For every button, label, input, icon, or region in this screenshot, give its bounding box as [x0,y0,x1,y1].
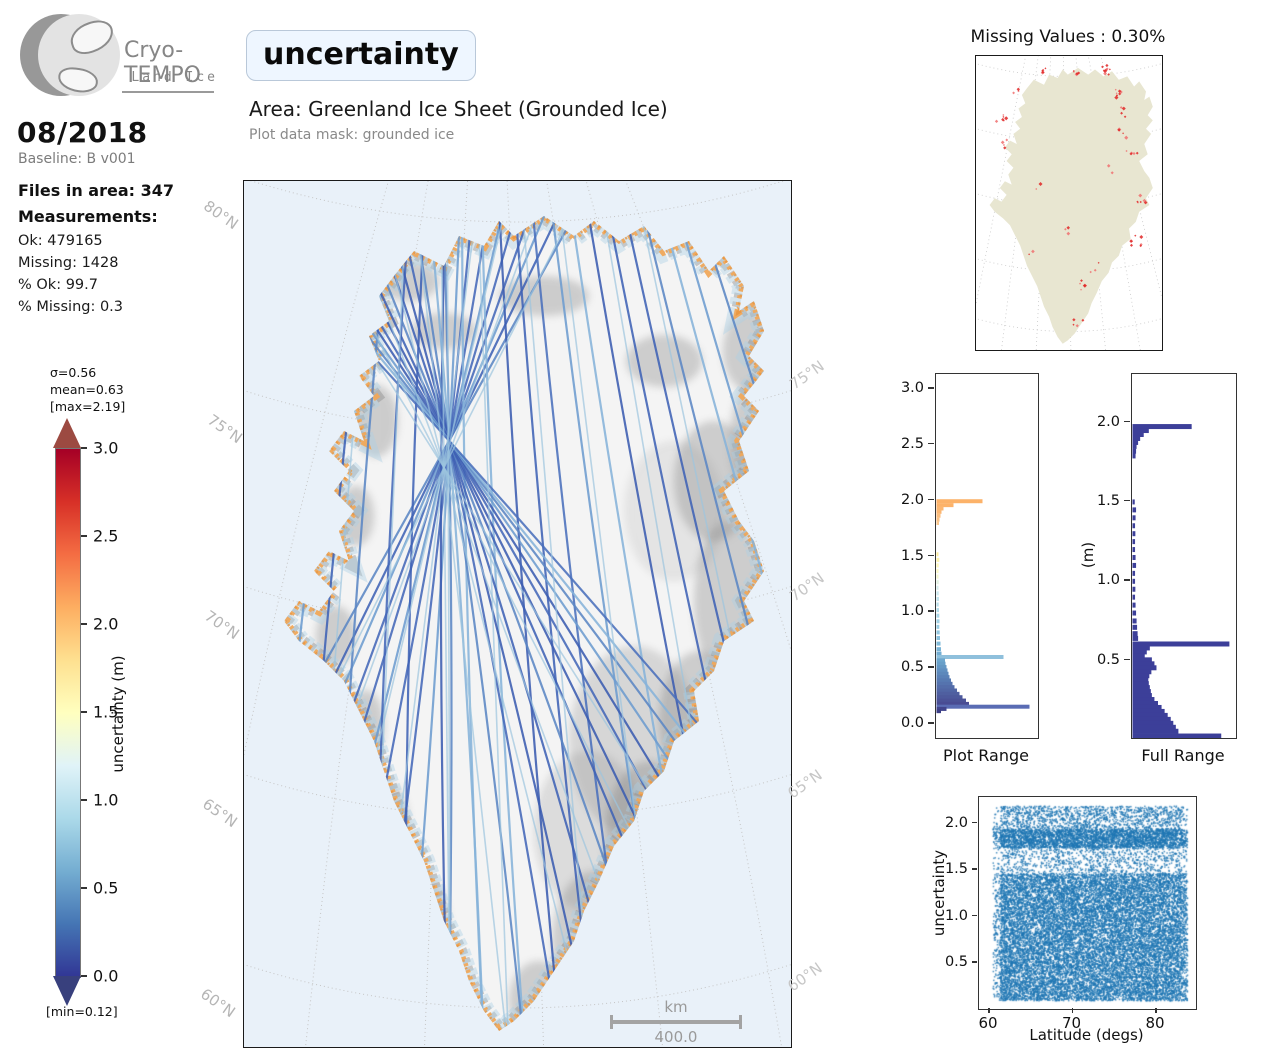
area-title: Area: Greenland Ice Sheet (Grounded Ice) [249,97,668,121]
sigma-value: σ=0.56 [50,365,97,380]
baseline-label: Baseline: B v001 [18,151,136,167]
logo-subtitle: Land Ice [131,70,218,85]
full-range-tick [1124,658,1130,661]
plot-range-tick-label: 0.5 [900,659,924,676]
plot-range-histogram [935,373,1039,739]
colorbar-tick-label: 1.0 [93,790,119,810]
period-title: 08/2018 [17,116,148,149]
scale-bar [610,1015,742,1029]
missing-values-map [975,55,1163,351]
plot-range-tick [928,387,934,389]
plot-range-tick [928,666,934,668]
plot-range-tick [928,442,934,445]
plot-range-tick-label: 2.5 [900,435,924,452]
scale-bar-value: 400.0 [654,1028,698,1046]
plot-range-tick-label: 2.0 [900,491,924,508]
scale-bar-unit: km [664,998,688,1016]
plot-range-tick-label: 3.0 [900,380,924,396]
scatter-xlabel: Latitude (degs) [1029,1026,1144,1044]
full-range-tick [1124,420,1130,423]
scatter-xtick-label: 80 [1145,1014,1165,1032]
colorbar-tick-label: 0.5 [93,878,119,898]
colorbar-stats: σ=0.56 mean=0.63 [max=2.19] [50,364,125,415]
main-map [183,170,905,1060]
mean-value: mean=0.63 [50,382,124,397]
scatter-xtick-label: 70 [1061,1014,1082,1032]
scatter-ytick [972,821,977,824]
max-value: [max=2.19] [50,399,126,414]
full-range-title: Full Range [1141,746,1225,765]
stat-missing: Missing: 1428 [18,255,119,271]
scatter-ytick [972,961,977,963]
scatter-xtick [1155,1008,1157,1013]
min-value: [min=0.12] [46,1004,118,1019]
lat-label-75n-left: 75°N [204,410,246,448]
colorbar-tick [81,535,87,537]
missing-values-title: Missing Values : 0.30% [970,27,1166,47]
plot-range-tick [928,722,934,724]
scatter-ytick-label: 2.0 [944,814,968,831]
plot-range-tick-label: 1.5 [900,547,924,564]
files-count-label: Files in area: 347 [18,181,174,200]
greenland-uncertainty-map [183,170,905,1060]
colorbar-over-arrow [53,418,81,448]
scatter-ytick [972,868,977,870]
colorbar-tick-label: 1.5 [93,702,119,722]
scatter-ytick-label: 1.5 [944,861,968,878]
metric-title-badge: uncertainty [246,30,476,81]
lat-label-80n-left: 80°N [200,196,242,234]
colorbar-tick-label: 2.0 [93,614,119,634]
stat-ok: Ok: 479165 [18,233,103,249]
measurements-heading: Measurements: [18,207,158,226]
scatter-xtick-label: 60 [978,1014,998,1032]
colorbar-tick [81,623,87,625]
mask-subtitle: Plot data mask: grounded ice [249,127,455,143]
colorbar-tick-label: 3.0 [93,438,119,458]
colorbar-tick [81,799,87,801]
plot-range-tick [928,498,934,501]
scatter-ytick [972,914,977,917]
full-range-tick-label: 2.0 [1096,413,1120,430]
plot-range-tick-label: 0.0 [900,715,924,731]
full-range-tick-label: 1.0 [1096,572,1120,589]
plot-range-tick-label: 1.0 [900,603,924,620]
lat-label-60n-left: 60°N [197,984,239,1022]
full-range-tick [1124,579,1130,581]
full-range-ylabel: (m) [1079,541,1097,569]
logo-title: Cryo-TEMPO [122,38,214,93]
plot-range-title: Plot Range [943,746,1029,765]
colorbar-tick [81,447,87,449]
stat-pct-ok: % Ok: 99.7 [18,277,98,293]
colorbar-tick [81,887,87,889]
cryo-tempo-logo: Cryo-TEMPO Land Ice [14,12,215,100]
full-range-histogram [1131,373,1237,739]
full-range-tick [1124,499,1130,502]
scatter-xtick [988,1008,990,1013]
full-range-tick-label: 1.5 [1096,492,1120,509]
colorbar [55,448,81,978]
plot-range-tick [928,610,934,612]
scatter-ytick-label: 1.0 [944,907,968,924]
lat-label-70n-right: 70°N [786,568,828,606]
lat-label-75n-right: 75°N [786,356,828,394]
mv-landmass [989,67,1153,344]
scatter-ytick-label: 0.5 [944,954,968,970]
latitude-scatter-plot [978,796,1197,1010]
lat-label-70n-left: 70°N [201,606,243,644]
stat-pct-missing: % Missing: 0.3 [18,299,124,315]
full-range-tick-label: 0.5 [1096,651,1120,668]
colorbar-tick-label: 2.5 [93,526,119,546]
colorbar-tick [81,711,87,713]
scatter-xtick [1071,1008,1073,1013]
colorbar-under-arrow [53,976,81,1006]
colorbar-tick [81,975,87,977]
colorbar-tick-label: 0.0 [93,966,119,986]
lat-label-65n-left: 65°N [199,794,241,832]
plot-range-tick [928,554,934,556]
